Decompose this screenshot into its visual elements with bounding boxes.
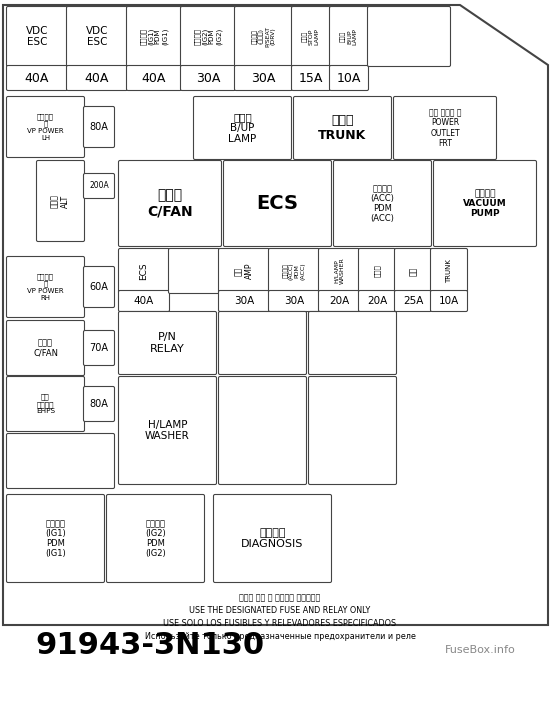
FancyBboxPatch shape bbox=[67, 6, 128, 67]
Text: 트렁크
TRUNK: 트렁크 TRUNK bbox=[319, 114, 367, 142]
FancyBboxPatch shape bbox=[119, 311, 217, 374]
Text: P/N
RELAY: P/N RELAY bbox=[150, 333, 185, 354]
Text: 80A: 80A bbox=[90, 122, 109, 132]
FancyBboxPatch shape bbox=[329, 65, 368, 91]
FancyBboxPatch shape bbox=[169, 248, 220, 294]
FancyBboxPatch shape bbox=[7, 320, 85, 376]
FancyBboxPatch shape bbox=[119, 376, 217, 484]
FancyBboxPatch shape bbox=[7, 6, 68, 67]
FancyBboxPatch shape bbox=[213, 494, 332, 583]
Text: 30A: 30A bbox=[234, 296, 254, 306]
Text: 지정된 퓨즈 및 릴레이만 사용하세요: 지정된 퓨즈 및 릴레이만 사용하세요 bbox=[239, 593, 321, 602]
Text: ECS: ECS bbox=[139, 262, 148, 280]
FancyBboxPatch shape bbox=[394, 248, 432, 294]
Text: 30A: 30A bbox=[251, 72, 276, 84]
FancyBboxPatch shape bbox=[7, 494, 105, 583]
Text: 진공펌프
VACUUM
PUMP: 진공펌프 VACUUM PUMP bbox=[463, 189, 507, 218]
Text: 10A: 10A bbox=[337, 72, 361, 84]
Text: 40A: 40A bbox=[142, 72, 166, 84]
FancyBboxPatch shape bbox=[180, 6, 236, 67]
FancyBboxPatch shape bbox=[7, 376, 85, 432]
Text: H/LAMP
WASHER: H/LAMP WASHER bbox=[145, 420, 190, 441]
FancyBboxPatch shape bbox=[218, 291, 269, 311]
FancyBboxPatch shape bbox=[83, 106, 114, 147]
FancyBboxPatch shape bbox=[235, 65, 292, 91]
FancyBboxPatch shape bbox=[180, 65, 236, 91]
FancyBboxPatch shape bbox=[292, 65, 330, 91]
Text: H/LAMP
WASHER: H/LAMP WASHER bbox=[334, 257, 344, 284]
FancyBboxPatch shape bbox=[329, 6, 368, 67]
FancyBboxPatch shape bbox=[7, 65, 68, 91]
FancyBboxPatch shape bbox=[83, 386, 114, 421]
Text: 버튼시동
(IG1)
PDM
(IG1): 버튼시동 (IG1) PDM (IG1) bbox=[45, 519, 66, 558]
FancyBboxPatch shape bbox=[83, 267, 114, 308]
Text: 파워
스티어링
EHPS: 파워 스티어링 EHPS bbox=[36, 393, 55, 414]
Text: 80A: 80A bbox=[90, 399, 109, 409]
Text: 30A: 30A bbox=[284, 296, 304, 306]
FancyBboxPatch shape bbox=[106, 494, 204, 583]
Text: 미중
AMP: 미중 AMP bbox=[235, 263, 254, 279]
FancyBboxPatch shape bbox=[83, 330, 114, 366]
FancyBboxPatch shape bbox=[127, 65, 181, 91]
FancyBboxPatch shape bbox=[67, 65, 128, 91]
FancyBboxPatch shape bbox=[319, 291, 360, 311]
FancyBboxPatch shape bbox=[358, 291, 395, 311]
Text: 후진등
B/UP
LAMP: 후진등 B/UP LAMP bbox=[340, 28, 357, 45]
FancyBboxPatch shape bbox=[293, 96, 391, 160]
FancyBboxPatch shape bbox=[218, 248, 269, 294]
Text: FuseBox.info: FuseBox.info bbox=[445, 645, 515, 655]
Text: 40A: 40A bbox=[85, 72, 109, 84]
Text: 실내파워
우
VP POWER
RH: 실내파워 우 VP POWER RH bbox=[27, 273, 64, 301]
Text: 91943-3N130: 91943-3N130 bbox=[35, 630, 264, 659]
FancyBboxPatch shape bbox=[433, 160, 536, 247]
Text: Используйте только предназначенные предохранители и реле: Используйте только предназначенные предо… bbox=[144, 632, 416, 641]
FancyBboxPatch shape bbox=[36, 160, 85, 242]
Text: 버튼시동
(ACC)
PDM
(ACC): 버튼시동 (ACC) PDM (ACC) bbox=[371, 184, 394, 223]
Text: 파워 아웃렛 앞
POWER
OUTLET
FRT: 파워 아웃렛 앞 POWER OUTLET FRT bbox=[429, 108, 461, 147]
Text: ECS: ECS bbox=[256, 194, 298, 213]
FancyBboxPatch shape bbox=[292, 6, 330, 67]
FancyBboxPatch shape bbox=[358, 248, 395, 294]
FancyBboxPatch shape bbox=[119, 291, 170, 311]
Text: USE SOLO LOS FUSIBLES Y RELEVADORES ESPECIFICADOS: USE SOLO LOS FUSIBLES Y RELEVADORES ESPE… bbox=[164, 619, 396, 628]
Text: 버튼시동
(IG2)
PDM
(IG2): 버튼시동 (IG2) PDM (IG2) bbox=[194, 28, 222, 45]
FancyBboxPatch shape bbox=[194, 96, 292, 160]
FancyBboxPatch shape bbox=[7, 257, 85, 318]
FancyBboxPatch shape bbox=[319, 248, 360, 294]
FancyBboxPatch shape bbox=[268, 248, 320, 294]
FancyBboxPatch shape bbox=[309, 376, 396, 484]
FancyBboxPatch shape bbox=[127, 6, 181, 67]
FancyBboxPatch shape bbox=[394, 96, 497, 160]
FancyBboxPatch shape bbox=[431, 248, 468, 294]
Text: 비상등: 비상등 bbox=[374, 264, 380, 277]
FancyBboxPatch shape bbox=[334, 160, 432, 247]
FancyBboxPatch shape bbox=[367, 6, 450, 67]
Text: 15A: 15A bbox=[299, 72, 323, 84]
FancyBboxPatch shape bbox=[235, 6, 292, 67]
Text: VDC
ESC: VDC ESC bbox=[86, 26, 108, 47]
Text: 냉각팬
C/FAN: 냉각팬 C/FAN bbox=[33, 338, 58, 357]
Text: 20A: 20A bbox=[367, 296, 387, 306]
Text: 10A: 10A bbox=[439, 296, 459, 306]
FancyBboxPatch shape bbox=[223, 160, 332, 247]
Text: USE THE DESIGNATED FUSE AND RELAY ONLY: USE THE DESIGNATED FUSE AND RELAY ONLY bbox=[189, 606, 371, 615]
Text: 전동시트
(운전석)
P/SEAT
(DRV): 전동시트 (운전석) P/SEAT (DRV) bbox=[252, 26, 275, 47]
Text: 70A: 70A bbox=[90, 343, 109, 353]
FancyBboxPatch shape bbox=[83, 174, 114, 199]
FancyBboxPatch shape bbox=[7, 433, 114, 489]
FancyBboxPatch shape bbox=[7, 96, 85, 157]
Text: TRUNK: TRUNK bbox=[446, 259, 452, 283]
FancyBboxPatch shape bbox=[394, 291, 432, 311]
Text: 실내파워
좌
VP POWER
LH: 실내파워 좌 VP POWER LH bbox=[27, 113, 64, 140]
Text: 버튼시동
(IG1)
PDM
(IG1): 버튼시동 (IG1) PDM (IG1) bbox=[140, 28, 168, 45]
Text: 200A: 200A bbox=[89, 182, 109, 191]
FancyBboxPatch shape bbox=[119, 160, 222, 247]
Text: 버튼시동
(IG2)
PDM
(IG2): 버튼시동 (IG2) PDM (IG2) bbox=[145, 519, 166, 558]
FancyBboxPatch shape bbox=[218, 376, 306, 484]
Text: 30A: 30A bbox=[196, 72, 220, 84]
Text: 버튼시동
(ACC)
PDM
(ACC): 버튼시동 (ACC) PDM (ACC) bbox=[283, 262, 305, 280]
FancyBboxPatch shape bbox=[218, 311, 306, 374]
Text: 후진등
B/UP
LAMP: 후진등 B/UP LAMP bbox=[228, 112, 256, 144]
Text: 냉각팬
C/FAN: 냉각팬 C/FAN bbox=[147, 189, 193, 218]
Text: 25A: 25A bbox=[403, 296, 423, 306]
